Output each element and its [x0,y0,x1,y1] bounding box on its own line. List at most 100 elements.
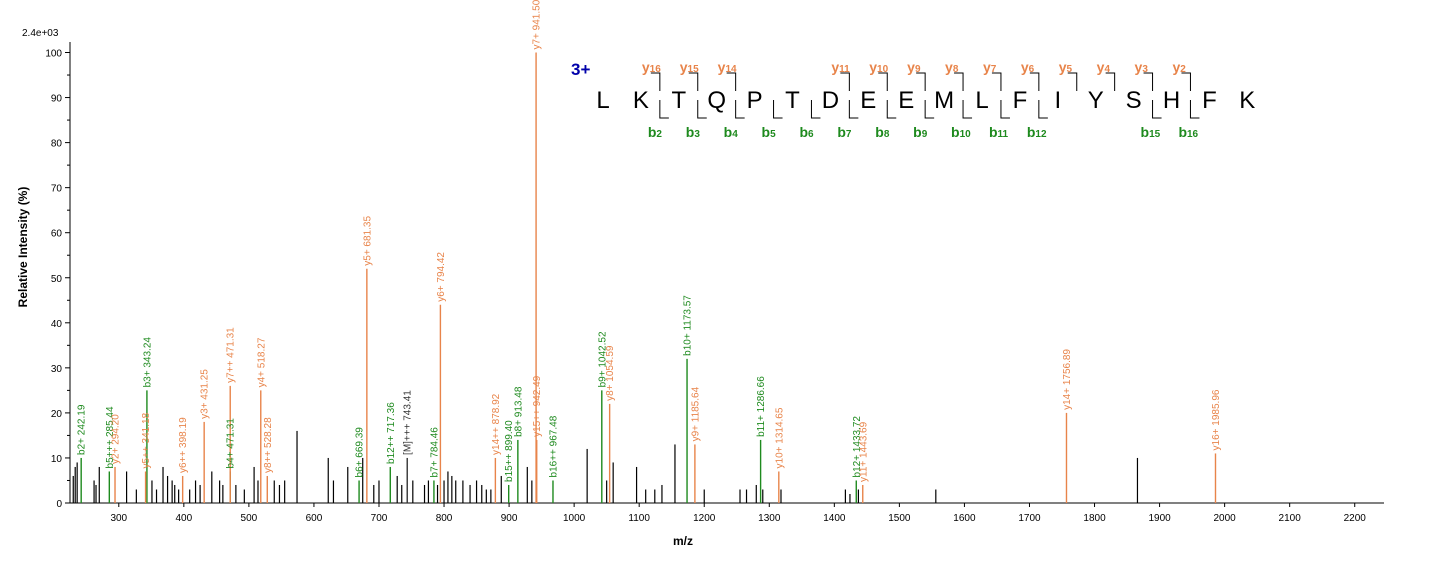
peak-label: y8++ 528.28 [263,417,274,473]
b-ion-label: b8 [875,124,890,140]
y-ion-label: y2 [1172,59,1186,75]
x-tick-label: 1900 [1148,513,1171,524]
y-ion-bracket [650,72,661,91]
y-ion-label: y16 [642,59,661,75]
y-tick-label: 30 [51,364,63,375]
x-tick-label: 2200 [1344,513,1367,524]
y-ion-bracket [878,72,888,91]
sequence-residue: K [1239,87,1255,114]
b-ion-bracket [886,100,897,119]
peak-label: b3+ 343.24 [142,337,153,388]
y-ion-number: 11 [839,64,850,75]
sequence-residue: K [633,87,649,114]
y-ion-label: y4 [1097,59,1111,75]
b-ion-number: 6 [808,129,814,140]
b-ion-number: 12 [1035,129,1047,140]
y-ion-label: y15 [680,59,699,75]
x-tick-label: 800 [436,513,453,524]
x-axis-title: m/z [673,534,693,548]
x-tick-label: 700 [371,513,388,524]
sequence-residue: F [1202,87,1217,114]
sequence-residue: D [822,87,839,114]
x-tick-label: 1400 [823,513,846,524]
sequence-residue: Q [707,87,726,114]
y-ion-label: y9 [907,59,921,75]
y-ion-number: 9 [915,64,921,75]
b-ion-bracket [924,100,935,119]
y-ion-label: y6 [1021,59,1035,75]
y-tick-label: 50 [51,274,63,285]
peak-label: y5+ 681.35 [362,216,373,266]
y-ion-label: y10 [869,59,888,75]
y-ion-bracket [688,72,699,91]
y-ion-label: y14 [718,59,737,75]
x-tick-label: 300 [110,513,127,524]
sequence-residue: I [1054,87,1061,114]
x-tick-label: 1200 [693,513,716,524]
y-ion-bracket [840,72,850,91]
x-tick-label: 1600 [953,513,976,524]
y-ion-bracket [954,72,964,91]
b-ion-label: b2 [648,124,663,140]
b-ion-bracket [697,100,707,119]
peak-label: y10+ 1314.65 [774,407,785,468]
sequence-residue: T [785,87,800,114]
peak-label: b12++ 717.36 [386,402,397,464]
peak-label: y2+ 294.20 [111,414,122,464]
y-ion-bracket [1181,72,1191,91]
y-ion-label: y8 [945,59,959,75]
sequence-residue: Y [1088,87,1104,114]
peak-label: y6+ 794.42 [436,252,447,302]
y-tick-label: 20 [51,409,63,420]
b-ion-label: b9 [913,124,928,140]
y-ion-number: 6 [1029,64,1035,75]
b-ion-label: b16 [1178,124,1198,140]
sequence-residue: E [860,87,876,114]
y-ion-label: y5 [1059,59,1073,75]
x-tick-label: 1800 [1083,513,1106,524]
peak-label: b9+ 1042.52 [597,331,608,387]
y-tick-label: 60 [51,229,63,240]
y-ion-bracket [991,72,1002,91]
y-tick-label: 100 [45,49,62,60]
peaks [72,52,1217,503]
b-ion-number: 2 [656,129,662,140]
x-tick-label: 1500 [888,513,911,524]
b-ion-number: 9 [922,129,928,140]
x-tick-label: 600 [306,513,323,524]
b-ion-number: 10 [960,129,972,140]
y-ion-bracket [1143,72,1154,91]
b-ion-number: 5 [770,129,776,140]
peak-label: b2+ 242.19 [77,404,88,455]
b-ion-label: b5 [762,124,777,140]
y-tick-label: 70 [51,184,63,195]
b-ion-number: 8 [884,129,890,140]
peak-label: b8+ 913.48 [513,386,524,437]
y-tick-label: 0 [56,499,62,510]
sequence-residue: L [975,87,988,114]
y-axis-title: Relative Intensity (%) [16,187,30,308]
b-ion-number: 16 [1187,129,1199,140]
x-tick-label: 1000 [563,513,586,524]
b-ion-bracket [1152,100,1162,119]
peak-label: b7+ 784.46 [429,427,440,478]
peak-label: b11+ 1286.66 [756,376,767,437]
sequence-residue: S [1126,87,1142,114]
sequence-residue: M [934,87,954,114]
y-ion-number: 14 [725,64,737,75]
y-ion-bracket [916,72,926,91]
x-tick-label: 2000 [1214,513,1237,524]
peak-label: b6+ 669.39 [355,427,366,478]
peak-label: y8+ 1054.59 [605,345,616,401]
y-ion-label: y3 [1135,59,1149,75]
peak-label: y14++ 878.92 [491,393,502,455]
peak-label: y14+ 1756.89 [1062,349,1073,410]
y-tick-label: 40 [51,319,63,330]
sequence-residue: P [747,87,763,114]
b-ion-number: 7 [846,129,852,140]
b-ion-bracket [1189,100,1200,119]
y-tick-label: 80 [51,139,63,150]
b-ion-bracket [659,100,669,119]
peak-label: y4+ 518.27 [256,337,267,387]
